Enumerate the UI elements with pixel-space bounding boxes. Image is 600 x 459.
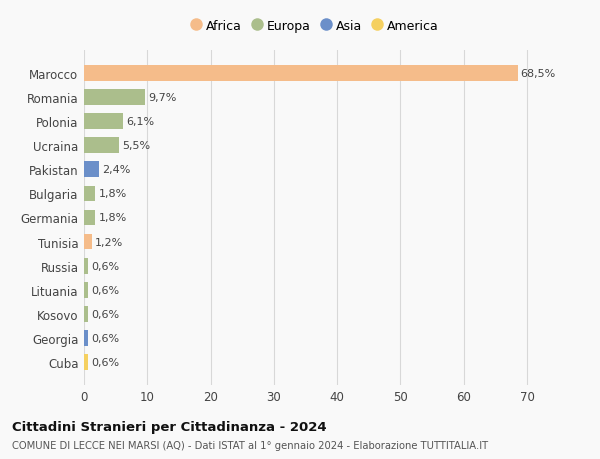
Text: 6,1%: 6,1% <box>126 117 154 127</box>
Bar <box>84 355 88 370</box>
Text: 0,6%: 0,6% <box>91 333 119 343</box>
Text: COMUNE DI LECCE NEI MARSI (AQ) - Dati ISTAT al 1° gennaio 2024 - Elaborazione TU: COMUNE DI LECCE NEI MARSI (AQ) - Dati IS… <box>12 440 488 450</box>
Bar <box>84 210 95 226</box>
Bar <box>84 66 518 81</box>
Text: 9,7%: 9,7% <box>149 93 177 103</box>
Bar <box>84 258 88 274</box>
Text: Cittadini Stranieri per Cittadinanza - 2024: Cittadini Stranieri per Cittadinanza - 2… <box>12 420 326 433</box>
Bar <box>84 282 88 298</box>
Bar <box>84 114 122 129</box>
Text: 5,5%: 5,5% <box>122 141 150 151</box>
Bar <box>84 186 95 202</box>
Text: 0,6%: 0,6% <box>91 285 119 295</box>
Bar <box>84 162 99 178</box>
Bar <box>84 90 145 106</box>
Bar <box>84 138 119 154</box>
Text: 2,4%: 2,4% <box>103 165 131 175</box>
Text: 1,8%: 1,8% <box>98 213 127 223</box>
Bar <box>84 330 88 346</box>
Text: 0,6%: 0,6% <box>91 261 119 271</box>
Text: 0,6%: 0,6% <box>91 309 119 319</box>
Text: 0,6%: 0,6% <box>91 358 119 368</box>
Text: 68,5%: 68,5% <box>521 68 556 78</box>
Bar <box>84 234 92 250</box>
Text: 1,8%: 1,8% <box>98 189 127 199</box>
Legend: Africa, Europa, Asia, America: Africa, Europa, Asia, America <box>187 17 443 37</box>
Text: 1,2%: 1,2% <box>95 237 123 247</box>
Bar <box>84 307 88 322</box>
